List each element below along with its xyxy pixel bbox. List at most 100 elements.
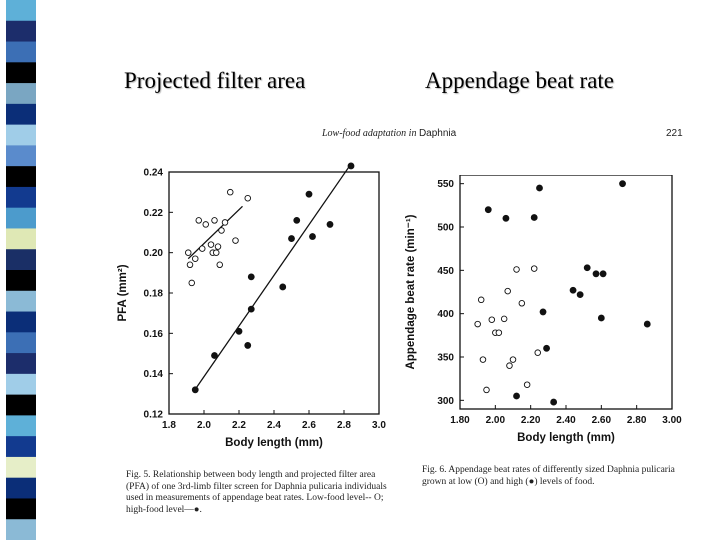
chart-1-series-1-point bbox=[216, 261, 223, 269]
chart-1-series-2-point bbox=[247, 273, 255, 281]
stripe-block bbox=[6, 436, 36, 458]
chart-1-series-2-point bbox=[235, 327, 243, 335]
chart-2-series-2-point bbox=[550, 398, 558, 406]
stripe-block bbox=[6, 166, 36, 188]
stripe-block bbox=[6, 20, 36, 43]
chart-2-series-2-point bbox=[530, 214, 538, 221]
stripe-block bbox=[6, 353, 36, 375]
chart-2-series-2-point bbox=[599, 270, 607, 278]
chart-1-y-tick-label: 0.12 bbox=[144, 410, 164, 421]
chart-1-y-tick-label: 0.16 bbox=[144, 329, 164, 340]
chart-1-x-tick-label: 2.6 bbox=[302, 420, 316, 431]
stripe-block bbox=[6, 415, 36, 437]
chart-1-x-tick-label: 2.0 bbox=[197, 420, 211, 431]
slide-title-appendage-beat-rate: Appendage beat rate bbox=[425, 68, 615, 93]
chart-2-x-tick-label: 3.00 bbox=[662, 415, 682, 426]
chart-1-series-1-point bbox=[211, 217, 218, 224]
chart-1-series-2-point bbox=[309, 233, 316, 240]
chart-2-x-tick-label: 1.80 bbox=[450, 415, 470, 426]
chart-1-series-2-point bbox=[191, 386, 199, 394]
chart-1-series-2-point bbox=[293, 217, 301, 224]
chart-1-series-2-point bbox=[305, 190, 313, 198]
running-head-text: Low-food adaptation in bbox=[322, 128, 417, 139]
decorative-color-stripe bbox=[6, 0, 36, 540]
chart-1-y-tick-label: 0.14 bbox=[144, 369, 164, 380]
chart-1-series-2-point bbox=[244, 342, 252, 349]
stripe-block bbox=[6, 519, 36, 540]
chart-1-series-1-point bbox=[184, 249, 192, 256]
chart-1-series-1-point bbox=[198, 245, 206, 252]
chart-2-series-1-point bbox=[530, 265, 538, 272]
stripe-block bbox=[6, 83, 36, 105]
chart-1-series-1-point bbox=[195, 217, 202, 224]
chart-2-series-1-point bbox=[495, 329, 503, 336]
chart-1-x-tick-label: 2.2 bbox=[232, 420, 246, 431]
chart-2-series-2-point bbox=[583, 264, 591, 272]
stripe-block bbox=[6, 270, 36, 292]
chart-2-series-1-point bbox=[518, 300, 526, 307]
chart-2-y-axis-label: Appendage beat rate (min⁻¹) bbox=[405, 214, 417, 369]
stripe-block bbox=[6, 145, 36, 167]
chart-2-series-2-point bbox=[543, 344, 550, 352]
chart-1-series-2-point bbox=[211, 352, 218, 359]
chart-1-x-axis-label: Body length (mm) bbox=[225, 437, 323, 449]
chart-2-series-1-point bbox=[500, 315, 508, 323]
chart-2-y-tick-label: 400 bbox=[437, 309, 454, 320]
chart-2-series-2-point bbox=[643, 320, 651, 328]
chart-1-series-1-point bbox=[207, 241, 215, 248]
chart-1-plot-frame bbox=[168, 171, 380, 415]
chart-1-x-tick-label: 2.4 bbox=[267, 420, 281, 431]
chart-2-series-1-point bbox=[477, 296, 485, 304]
stripe-block bbox=[6, 249, 36, 271]
chart-1-series-1-point bbox=[188, 279, 195, 287]
chart-2-x-tick-label: 2.00 bbox=[486, 415, 506, 426]
chart-2-series-1-point bbox=[534, 349, 541, 356]
chart-2-series-2-point bbox=[569, 286, 577, 294]
chart-2-series-2-point bbox=[513, 392, 520, 400]
chart-1-series-1-point bbox=[202, 221, 209, 228]
chart-1-series-2-point bbox=[288, 235, 295, 242]
chart-2-series-2-point bbox=[539, 308, 547, 316]
chart-2-plot-frame bbox=[459, 175, 673, 410]
chart-1-x-tick-label: 1.8 bbox=[162, 420, 176, 431]
chart-1-series-1-point bbox=[186, 261, 194, 269]
stripe-block bbox=[6, 456, 36, 479]
slide-title-projected-filter-area: Projected filter area bbox=[124, 68, 306, 93]
chart-2-y-tick-label: 550 bbox=[437, 179, 454, 190]
beat-rate-scatter-chart: 1.80 2.00 2.20 2.40 2.60 2.80 3.00 300 350 400 450… bbox=[405, 175, 682, 444]
chart-1-y-tick-label: 0.18 bbox=[144, 289, 164, 300]
page-number: 221 bbox=[666, 128, 683, 139]
chart-1-series-1-point bbox=[212, 249, 220, 256]
stripe-block bbox=[6, 0, 36, 22]
chart-2-series-2-point bbox=[502, 214, 510, 222]
stripe-block bbox=[6, 41, 36, 63]
stripe-block bbox=[6, 498, 36, 520]
chart-1-y-tick-label: 0.22 bbox=[144, 208, 164, 219]
chart-2-series-1-point bbox=[483, 386, 490, 394]
pfa-scatter-chart: 1.8 2.0 2.2 2.4 2.6 2.8 3.0 0.12 0.14 0.16 0.18 0.2… bbox=[117, 162, 386, 449]
chart-2-series-2-point bbox=[484, 206, 492, 214]
figure-5-caption: Fig. 5. Relationship between body length… bbox=[126, 470, 387, 515]
stripe-block bbox=[6, 477, 36, 499]
stripe-block bbox=[6, 373, 36, 396]
chart-1-series-1-point bbox=[191, 255, 199, 262]
chart-2-series-1-point bbox=[504, 287, 511, 295]
chart-1-y-tick-label: 0.24 bbox=[144, 168, 164, 179]
stripe-block bbox=[6, 207, 36, 229]
chart-2-x-tick-label: 2.80 bbox=[627, 415, 647, 426]
stripe-block bbox=[6, 394, 36, 416]
chart-1-series-1-point bbox=[244, 194, 251, 202]
chart-1-x-tick-label: 3.0 bbox=[372, 420, 386, 431]
chart-2-x-tick-label: 2.60 bbox=[592, 415, 612, 426]
chart-2-series-2-point bbox=[576, 291, 584, 298]
chart-2-series-1-point bbox=[513, 266, 520, 273]
chart-2-y-tick-label: 350 bbox=[437, 353, 454, 364]
chart-2-series-1-point bbox=[509, 356, 517, 363]
stripe-block bbox=[6, 311, 36, 333]
chart-2-series-1-point bbox=[479, 356, 487, 363]
chart-1-x-tick-label: 2.8 bbox=[337, 420, 351, 431]
chart-2-x-tick-label: 2.20 bbox=[521, 415, 541, 426]
chart-2-y-tick-label: 500 bbox=[437, 223, 454, 234]
stripe-block bbox=[6, 62, 36, 84]
stripe-block bbox=[6, 186, 36, 209]
